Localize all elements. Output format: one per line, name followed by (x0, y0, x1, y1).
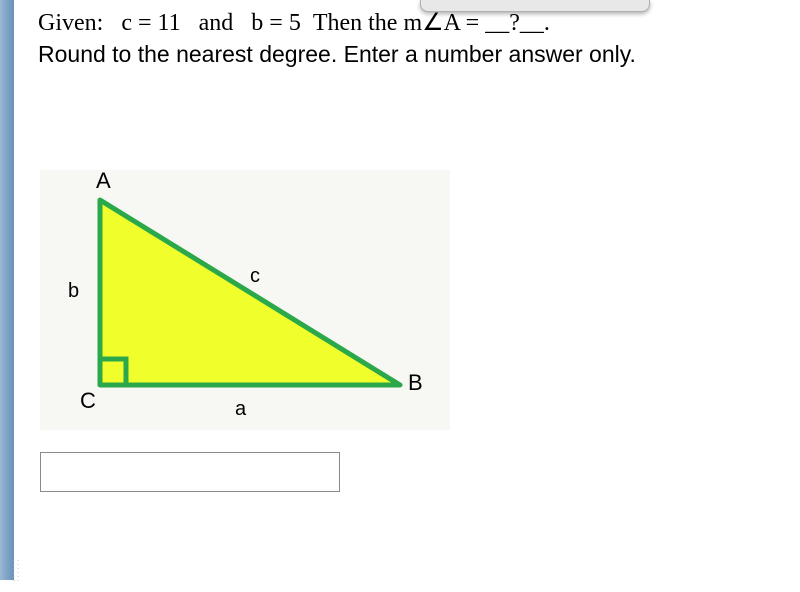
vertex-label-B: B (408, 370, 423, 396)
triangle-shape (100, 200, 400, 385)
then-label: Then the m (313, 10, 422, 36)
side-label-b: b (68, 280, 79, 303)
vertex-label-C: C (80, 388, 96, 414)
and-label: and (199, 10, 234, 36)
given-label: Given: (38, 10, 103, 36)
angle-label: ∠A = (422, 10, 479, 36)
b-equals: b = 5 (251, 10, 301, 36)
blank-label: __?__. (485, 10, 550, 36)
c-equals: c = 11 (121, 10, 180, 36)
problem-line-1: Given: c = 11 and b = 5 Then the m∠A = _… (38, 8, 786, 37)
side-label-c: c (250, 265, 260, 288)
side-label-a: a (235, 398, 246, 421)
left-sidebar-strip (0, 0, 14, 580)
triangle-svg (40, 170, 460, 440)
triangle-diagram: A B C a b c (40, 170, 460, 470)
content-area: Given: c = 11 and b = 5 Then the m∠A = _… (38, 8, 786, 68)
problem-line-2: Round to the nearest degree. Enter a num… (38, 41, 786, 68)
answer-input[interactable] (40, 452, 340, 492)
vertex-label-A: A (96, 168, 111, 194)
resize-grip-icon (12, 558, 34, 586)
